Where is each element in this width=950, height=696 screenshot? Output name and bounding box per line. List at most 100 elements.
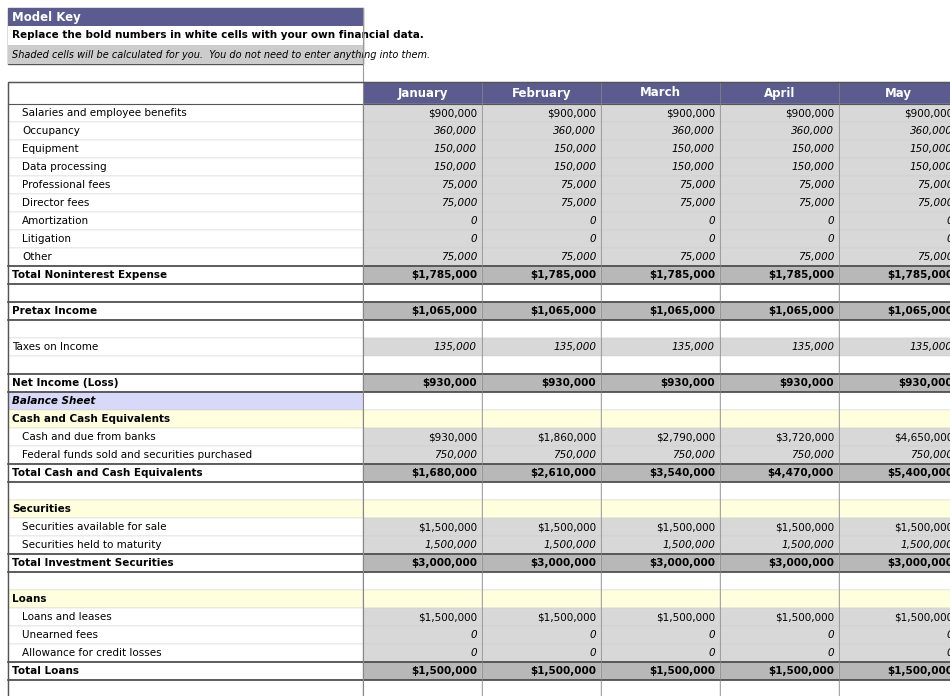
Bar: [601, 482, 720, 500]
Text: 0: 0: [946, 648, 950, 658]
Bar: [8, 644, 363, 662]
Bar: [8, 446, 363, 464]
Bar: [839, 104, 950, 122]
Bar: [601, 446, 720, 464]
Text: Cash and Cash Equivalents: Cash and Cash Equivalents: [12, 414, 170, 424]
Text: Model Key: Model Key: [12, 10, 81, 24]
Bar: [8, 608, 363, 626]
Text: $3,720,000: $3,720,000: [775, 432, 834, 442]
Text: 150,000: 150,000: [672, 162, 715, 172]
Bar: [601, 284, 720, 302]
Bar: [8, 8, 363, 26]
Bar: [839, 140, 950, 158]
Text: $930,000: $930,000: [428, 432, 477, 442]
Text: Total Cash and Cash Equivalents: Total Cash and Cash Equivalents: [12, 468, 202, 478]
Text: $3,000,000: $3,000,000: [530, 558, 596, 568]
Text: 1,500,000: 1,500,000: [901, 540, 950, 550]
Text: January: January: [397, 86, 447, 100]
Bar: [601, 392, 720, 410]
Bar: [8, 284, 363, 302]
Bar: [8, 680, 363, 696]
Bar: [839, 356, 950, 374]
Bar: [839, 392, 950, 410]
Text: $3,000,000: $3,000,000: [887, 558, 950, 568]
Text: 135,000: 135,000: [791, 342, 834, 352]
Text: Net Income (Loss): Net Income (Loss): [12, 378, 119, 388]
Text: $1,785,000: $1,785,000: [410, 270, 477, 280]
Bar: [720, 356, 839, 374]
Bar: [839, 446, 950, 464]
Text: $1,500,000: $1,500,000: [530, 666, 596, 676]
Bar: [363, 374, 482, 392]
Text: $900,000: $900,000: [666, 108, 715, 118]
Text: $4,470,000: $4,470,000: [768, 468, 834, 478]
Text: $900,000: $900,000: [903, 108, 950, 118]
Bar: [8, 518, 363, 536]
Bar: [363, 194, 482, 212]
Bar: [720, 176, 839, 194]
Text: Allowance for credit losses: Allowance for credit losses: [22, 648, 162, 658]
Text: 75,000: 75,000: [560, 180, 596, 190]
Bar: [363, 590, 482, 608]
Text: Occupancy: Occupancy: [22, 126, 80, 136]
Text: Cash and due from banks: Cash and due from banks: [22, 432, 156, 442]
Text: Securities available for sale: Securities available for sale: [22, 522, 166, 532]
Text: Securities: Securities: [12, 504, 71, 514]
Bar: [8, 500, 363, 518]
Bar: [482, 212, 601, 230]
Bar: [839, 194, 950, 212]
Bar: [482, 338, 601, 356]
Bar: [482, 572, 601, 590]
Bar: [8, 428, 363, 446]
Bar: [839, 230, 950, 248]
Bar: [839, 464, 950, 482]
Bar: [482, 428, 601, 446]
Bar: [482, 410, 601, 428]
Bar: [363, 572, 482, 590]
Text: $1,500,000: $1,500,000: [775, 612, 834, 622]
Bar: [8, 392, 363, 410]
Bar: [363, 482, 482, 500]
Bar: [8, 464, 363, 482]
Bar: [601, 122, 720, 140]
Text: Balance Sheet: Balance Sheet: [12, 396, 95, 406]
Bar: [363, 356, 482, 374]
Bar: [8, 302, 363, 320]
Text: 0: 0: [470, 216, 477, 226]
Bar: [482, 554, 601, 572]
Text: 135,000: 135,000: [553, 342, 596, 352]
Bar: [8, 320, 363, 338]
Bar: [363, 302, 482, 320]
Bar: [601, 608, 720, 626]
Bar: [8, 626, 363, 644]
Bar: [363, 662, 482, 680]
Text: 1,500,000: 1,500,000: [662, 540, 715, 550]
Bar: [839, 248, 950, 266]
Bar: [720, 230, 839, 248]
Bar: [482, 680, 601, 696]
Text: 750,000: 750,000: [910, 450, 950, 460]
Text: 75,000: 75,000: [441, 252, 477, 262]
Bar: [482, 230, 601, 248]
Bar: [839, 554, 950, 572]
Text: 75,000: 75,000: [798, 180, 834, 190]
Bar: [363, 320, 482, 338]
Bar: [601, 338, 720, 356]
Bar: [601, 572, 720, 590]
Bar: [601, 644, 720, 662]
Bar: [363, 392, 482, 410]
Bar: [839, 266, 950, 284]
Text: $900,000: $900,000: [785, 108, 834, 118]
Text: $1,500,000: $1,500,000: [537, 522, 596, 532]
Bar: [720, 320, 839, 338]
Text: $930,000: $930,000: [423, 378, 477, 388]
Bar: [363, 680, 482, 696]
Bar: [720, 392, 839, 410]
Bar: [720, 248, 839, 266]
Bar: [8, 662, 363, 680]
Bar: [8, 356, 363, 374]
Text: $1,500,000: $1,500,000: [894, 612, 950, 622]
Text: 0: 0: [827, 648, 834, 658]
Bar: [601, 626, 720, 644]
Bar: [601, 158, 720, 176]
